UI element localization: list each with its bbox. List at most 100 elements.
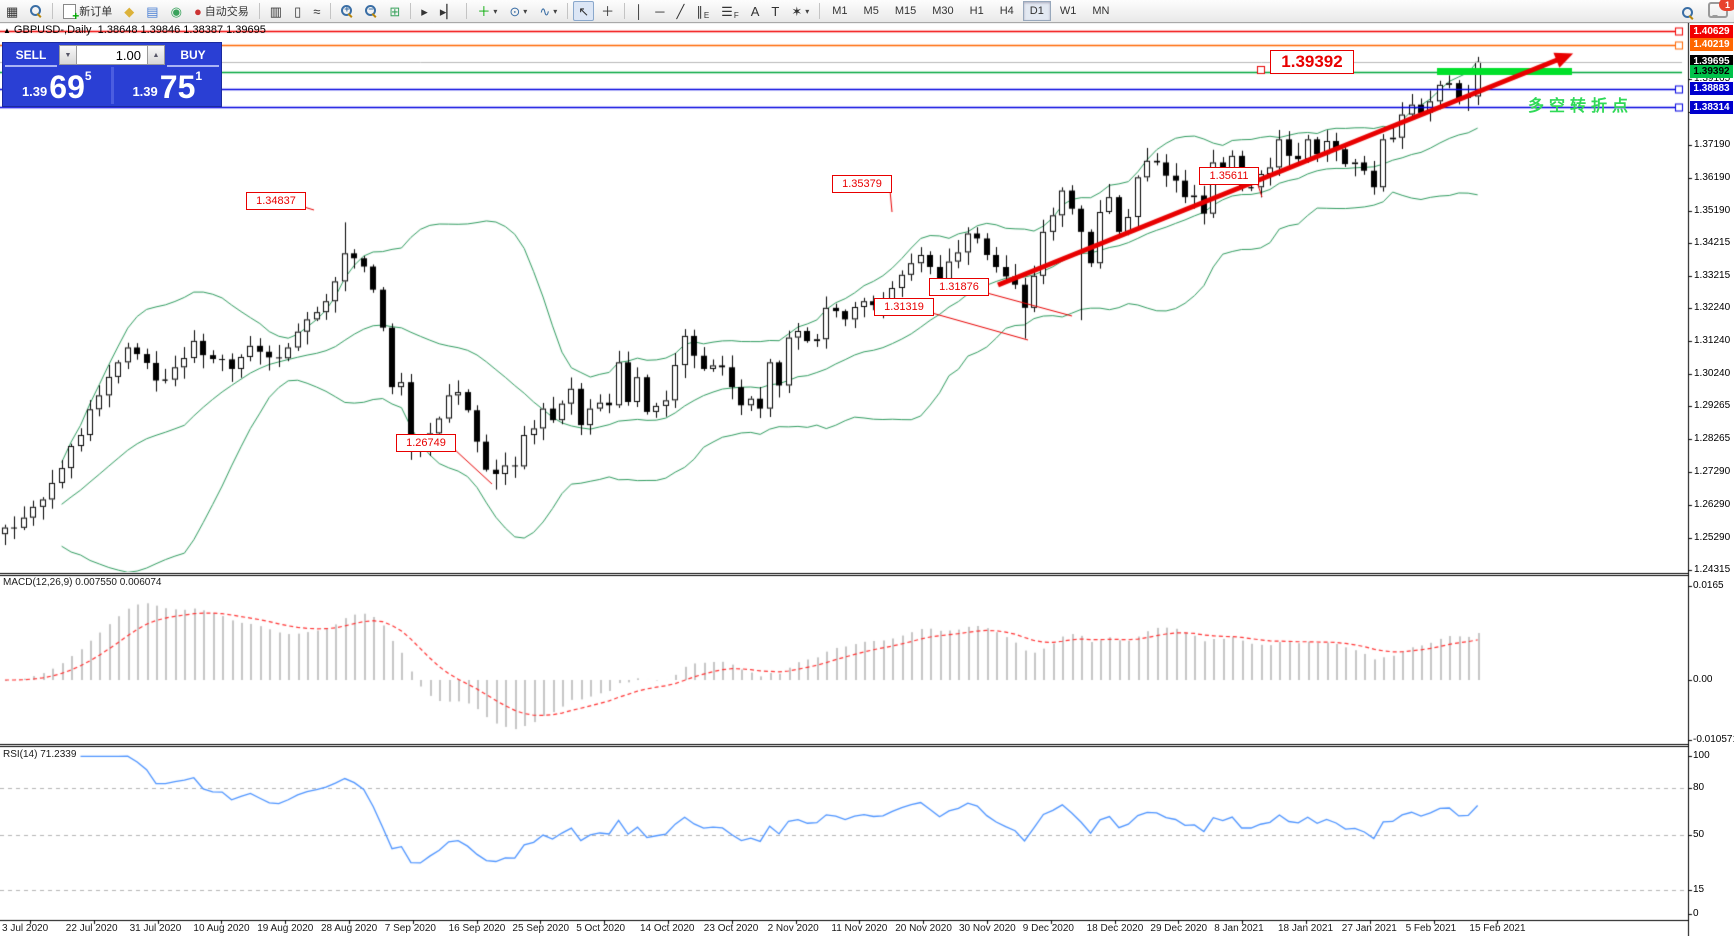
candle-chart-button[interactable]: ▯ xyxy=(289,1,306,21)
chart-shift-button[interactable]: ▸▏ xyxy=(435,1,462,21)
date-axis-label: 2 Nov 2020 xyxy=(767,923,819,934)
buy-button[interactable]: BUY xyxy=(167,45,219,67)
autotrade-button[interactable]: ● 自动交易 xyxy=(189,1,254,21)
tile-windows-button[interactable]: ⊞ xyxy=(384,1,405,21)
zoom-out-icon: − xyxy=(365,4,377,17)
price-callout[interactable]: 1.34837 xyxy=(246,192,306,210)
price-callout[interactable]: 1.35379 xyxy=(832,175,892,193)
text-button[interactable]: A xyxy=(746,1,765,21)
vline-icon: │ xyxy=(635,3,644,19)
fibonacci-button[interactable]: ☰ F xyxy=(716,1,744,21)
toolbar-separator xyxy=(624,3,626,19)
zoom-in-icon: + xyxy=(341,4,353,17)
crosshair-button[interactable]: ＋ xyxy=(596,1,619,21)
date-axis-label: 5 Oct 2020 xyxy=(576,923,626,934)
add-indicator-button-dropdown-icon[interactable]: ▾ xyxy=(493,6,498,16)
cursor-button[interactable]: ↖ xyxy=(573,1,595,21)
timeframe-m1[interactable]: M1 xyxy=(832,5,848,17)
bar-chart-button[interactable]: ▥ xyxy=(265,1,287,21)
timeframe-mn[interactable]: MN xyxy=(1092,5,1110,17)
date-axis-label: 22 Jul 2020 xyxy=(65,923,118,934)
toolbar-group: ↖ ＋ xyxy=(572,0,620,22)
date-axis-label: 18 Jan 2021 xyxy=(1278,923,1334,934)
styler-button[interactable]: ◆ xyxy=(119,1,139,21)
candle-chart-icon: ▯ xyxy=(294,3,302,19)
chinese-annotation[interactable]: 多空转折点 xyxy=(1528,98,1634,115)
rsi-tick-label: 100 xyxy=(1693,750,1710,761)
label-button[interactable]: T xyxy=(766,1,784,21)
macd-tick-label: 0.0165 xyxy=(1693,579,1724,591)
hline-button[interactable]: ─ xyxy=(650,1,669,21)
period-button[interactable]: ⊙ ▾ xyxy=(504,1,532,21)
timeframe-m30[interactable]: M30 xyxy=(932,5,954,17)
notification-badge: 1 xyxy=(1719,0,1734,11)
channel-button[interactable]: ∥ E xyxy=(691,1,714,21)
date-axis-label: 18 Dec 2020 xyxy=(1086,923,1144,934)
text-icon: A xyxy=(750,3,760,19)
buy-price[interactable]: 1.39 75 1 xyxy=(114,67,222,104)
timeframe-h1[interactable]: H1 xyxy=(969,5,984,17)
volume-increase-button[interactable]: ▲ xyxy=(147,45,165,65)
timeframe-h4[interactable]: H4 xyxy=(999,5,1014,17)
date-axis-label: 27 Jan 2021 xyxy=(1341,923,1397,934)
styler-icon: ◆ xyxy=(124,3,135,19)
period-button-dropdown-icon[interactable]: ▾ xyxy=(523,6,528,16)
price-tick-label: 1.39165 xyxy=(1694,73,1731,85)
price-level-label: 1.39392 xyxy=(1690,65,1733,79)
toolbar-group: ▸ ▸▏ xyxy=(415,0,462,22)
date-axis-label: 10 Aug 2020 xyxy=(193,923,250,934)
rsi-tick-label: 80 xyxy=(1693,781,1705,793)
price-callout[interactable]: 1.39392 xyxy=(1270,50,1354,74)
symbol-marker-icon: ▲ xyxy=(3,26,11,35)
date-axis-label: 3 Jul 2020 xyxy=(2,923,49,934)
date-axis-label: 8 Jan 2021 xyxy=(1214,923,1264,934)
zoom-in-button[interactable]: + xyxy=(336,1,358,21)
trendline-button[interactable]: ╱ xyxy=(672,1,690,21)
chat-bubble-icon[interactable]: 1 xyxy=(1708,0,1734,23)
toolbar-separator xyxy=(52,3,54,19)
price-callout[interactable]: 1.31319 xyxy=(874,298,934,316)
price-level-label: 1.39695 xyxy=(1690,55,1733,69)
market-watch-icon: ▤ xyxy=(146,3,159,19)
sell-button[interactable]: SELL xyxy=(5,45,57,67)
arrows-button[interactable]: ✶ ▾ xyxy=(786,1,814,21)
arrows-icon: ✶ xyxy=(791,3,803,19)
price-callout[interactable]: 1.31876 xyxy=(929,278,989,296)
arrows-button-dropdown-icon[interactable]: ▾ xyxy=(805,6,810,16)
cursor-icon: ↖ xyxy=(578,3,590,19)
timeframe-w1[interactable]: W1 xyxy=(1059,5,1077,17)
auto-scroll-button[interactable]: ▸ xyxy=(416,1,433,21)
date-axis-label: 11 Nov 2020 xyxy=(831,923,888,934)
price-tick-label: 1.30240 xyxy=(1694,368,1731,380)
add-indicator-button[interactable]: ＋ ▾ xyxy=(472,1,502,21)
signal-icon[interactable]: ◉ xyxy=(166,1,187,21)
timeframe-m5[interactable]: M5 xyxy=(863,5,879,17)
market-watch-button[interactable]: ▤ xyxy=(141,1,163,21)
fibonacci-icon: ☰ xyxy=(721,3,733,19)
line-chart-button[interactable]: ≈ xyxy=(308,1,325,21)
date-axis-label: 29 Dec 2020 xyxy=(1150,923,1208,934)
timeframe-d1[interactable]: D1 xyxy=(1022,1,1051,21)
price-callout[interactable]: 1.26749 xyxy=(396,434,456,452)
volume-decrease-button[interactable]: ▼ xyxy=(59,45,77,65)
search-icon[interactable] xyxy=(1682,6,1694,19)
volume-input[interactable]: 1.00 xyxy=(77,45,147,65)
sell-price[interactable]: 1.39 69 5 xyxy=(3,67,111,104)
chart-window-button[interactable]: ▦ xyxy=(1,1,23,21)
toolbar-group: ▦ xyxy=(0,0,48,22)
new-order-button[interactable]: 新订单 xyxy=(58,1,117,23)
price-callout[interactable]: 1.35611 xyxy=(1199,167,1259,185)
price-tick-label: 1.27290 xyxy=(1694,465,1731,477)
new-order-icon xyxy=(63,3,79,23)
window-preview-button[interactable] xyxy=(25,1,47,21)
vline-button[interactable]: │ xyxy=(630,1,648,21)
date-axis-label: 31 Jul 2020 xyxy=(129,923,182,934)
indicator-list-button[interactable]: ∿ ▾ xyxy=(534,1,562,21)
fibonacci-button-sub: F xyxy=(733,11,739,20)
toolbar-separator xyxy=(567,3,569,19)
indicator-list-button-dropdown-icon[interactable]: ▾ xyxy=(553,6,558,16)
timeframe-m15[interactable]: M15 xyxy=(894,5,917,17)
zoom-out-button[interactable]: − xyxy=(360,1,382,21)
price-level-label: 1.40629 xyxy=(1690,24,1733,38)
